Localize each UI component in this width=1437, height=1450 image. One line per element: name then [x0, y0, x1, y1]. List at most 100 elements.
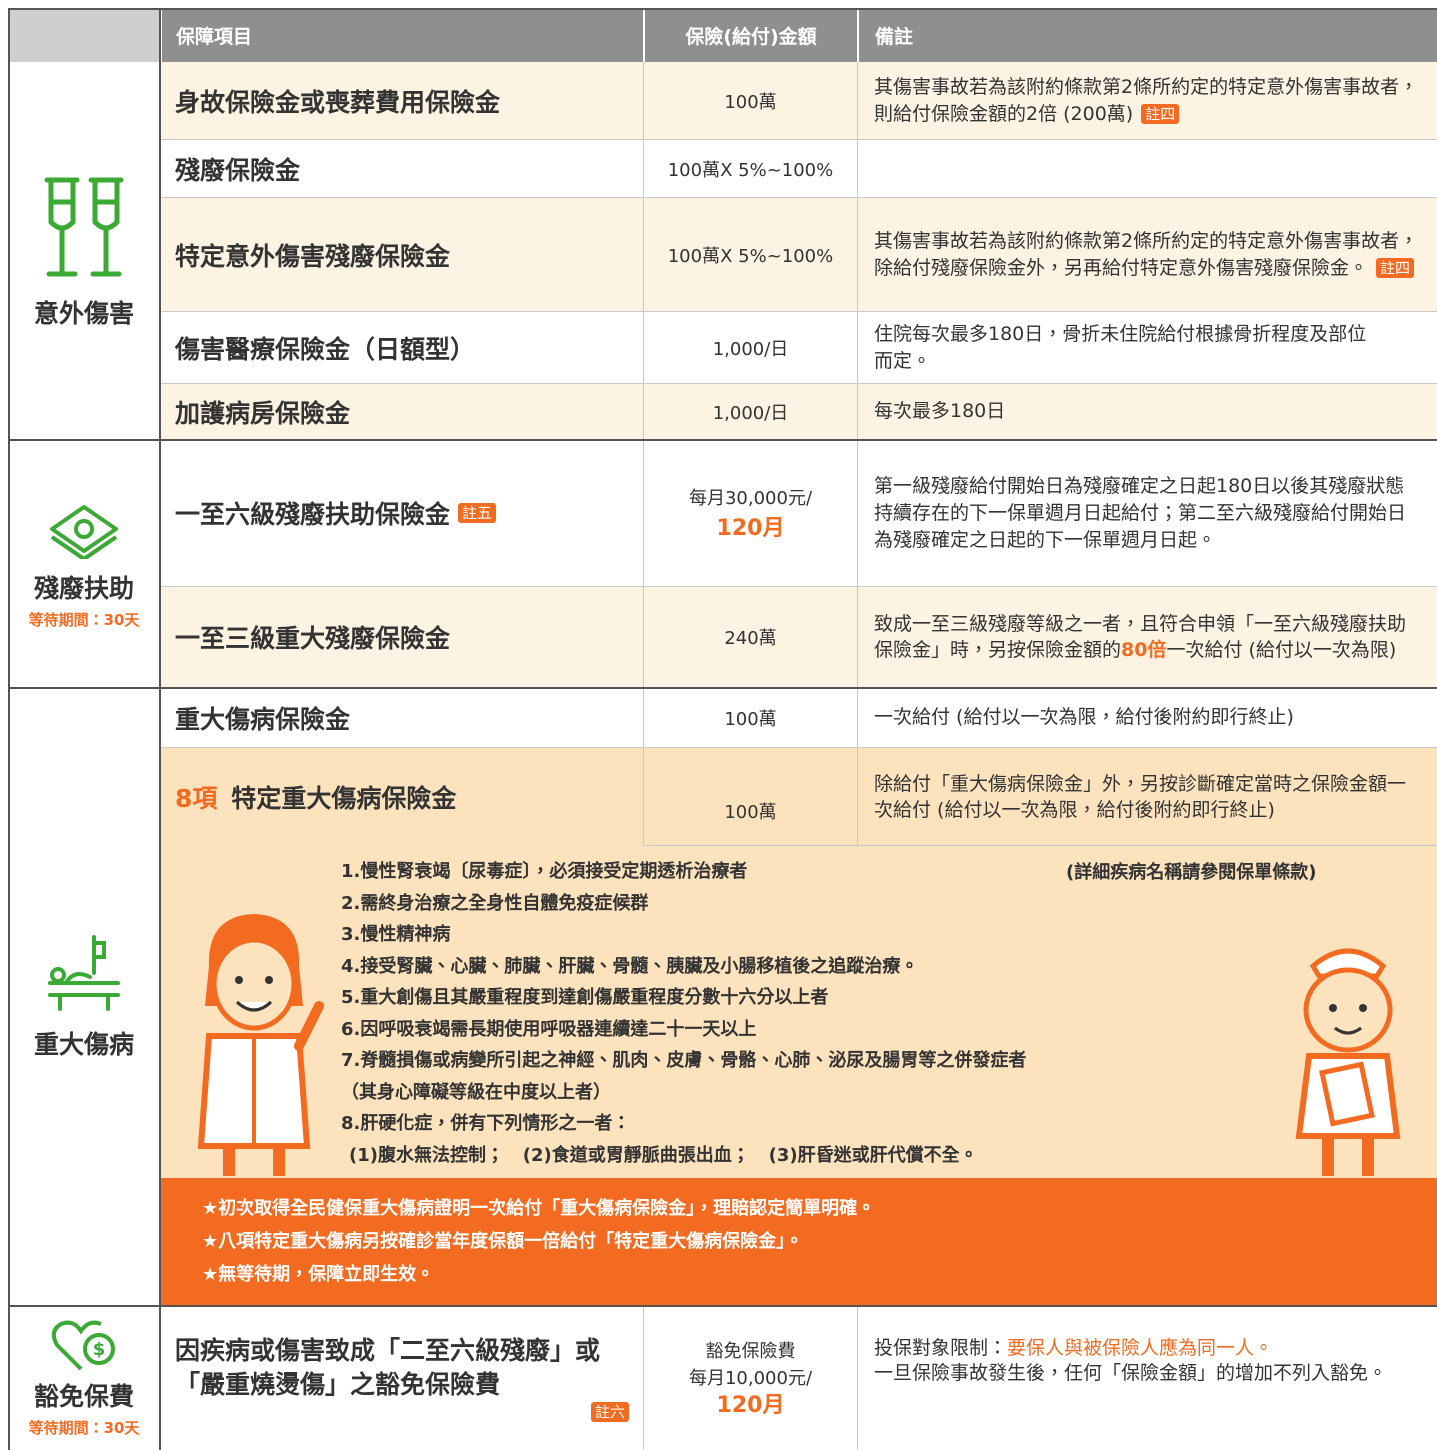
highlight-band: ★初次取得全民健保重大傷病證明一次給付「重大傷病保險金」，理賠認定簡單明確。 ★…	[160, 1178, 1437, 1306]
amount: 240萬	[643, 587, 857, 688]
disease-item: （其身心障礙等級在中度以上者）	[341, 1081, 611, 1103]
disease-list: 1.慢性腎衰竭〔尿毒症〕，必須接受定期透析治療者 2.需終身治療之全身性自體免疫…	[341, 856, 1026, 1171]
disease-panel: 1.慢性腎衰竭〔尿毒症〕，必須接受定期透析治療者 2.需終身治療之全身性自體免疫…	[160, 846, 1437, 1178]
item: 特定意外傷害殘廢保險金	[160, 198, 643, 312]
amount: 100萬X 5%~100%	[643, 140, 857, 198]
amount-emphasis: 120月	[716, 516, 785, 541]
rule	[159, 8, 161, 1450]
remark	[857, 140, 1437, 198]
item: 重大傷病保險金	[160, 688, 643, 748]
remark-emphasis: 要保人與被保險人應為同一人。	[1007, 1337, 1274, 1359]
disease-item: 8.肝硬化症，併有下列情形之一者：	[341, 1113, 631, 1134]
remark: 每次最多180日	[857, 384, 1437, 440]
amount-text: 每月10,000元/	[688, 1367, 813, 1389]
item-text: 加護病房保險金	[175, 398, 351, 428]
category-name: 意外傷害	[33, 299, 134, 328]
remark-text: 第一級殘廢給付開始日為殘廢確定之日起180日以後其殘廢狀態持續存在的下一保單週月…	[874, 474, 1407, 551]
remark: 除給付「重大傷病保險金」外，另按診斷確定當時之保險金額一次給付 (給付以一次為限…	[857, 748, 1437, 846]
category: 重大傷病	[8, 688, 160, 1306]
amount: 100萬X 5%~100%	[643, 198, 857, 312]
remark-text: 住院每次最多180日，骨折未住院給付根據骨折程度及部位而定。	[874, 322, 1367, 372]
amount: 100萬	[643, 748, 857, 846]
bed-icon	[48, 935, 120, 1011]
amount: 1,000/日	[643, 384, 857, 440]
remark: 投保對象限制：要保人與被保險人應為同一人。 一旦保險事故發生後，任何「保險金額」的…	[857, 1306, 1437, 1450]
disease-sub-items: (1)腹水無法控制； (2)食道或胃靜脈曲張出血； (3)肝昏迷或肝代償不全。	[341, 1140, 1026, 1172]
remark-text: 致成一至三級殘廢等級之一者，且符合申領「一至六級殘廢扶助保險金」時，另按保險金額…	[874, 613, 1407, 661]
amount-text: 240萬	[724, 628, 777, 649]
remark-text: 一次給付 (給付以一次為限)	[1166, 639, 1397, 661]
disease-sub-item: (2)食道或胃靜脈曲張出血；	[522, 1144, 750, 1166]
svg-text:$: $	[93, 1339, 106, 1360]
remark: 致成一至三級殘廢等級之一者，且符合申領「一至六級殘廢扶助保險金」時，另按保險金額…	[857, 587, 1437, 688]
disease-item: 2.需終身治療之全身性自體免疫症候群	[341, 892, 649, 914]
item-text: 殘廢保險金	[175, 155, 301, 185]
amount-text: 100萬	[724, 801, 777, 823]
item-text: 重大傷病保險金	[175, 704, 351, 734]
category: 殘廢扶助 等待期間：30天	[8, 440, 160, 688]
item: 加護病房保險金	[160, 384, 643, 440]
rule	[8, 687, 1437, 689]
disease-item: 7.脊髓損傷或病變所引起之神經、肌肉、皮膚、骨骼、心肺、泌尿及腸胃等之併發症者	[341, 1050, 1027, 1071]
amount-text: 1,000/日	[712, 338, 789, 360]
amount-text: 1,000/日	[712, 402, 789, 424]
remark-text: 除給付「重大傷病保險金」外，另按診斷確定當時之保險金額一次給付 (給付以一次為限…	[874, 772, 1407, 821]
item: 殘廢保險金	[160, 140, 643, 198]
category-name: 殘廢扶助	[33, 573, 134, 603]
item: 8項 特定重大傷病保險金	[160, 748, 643, 846]
doctor-illustration	[197, 914, 324, 1176]
nurse-illustration	[1295, 948, 1401, 1176]
item: 一至六級殘廢扶助保險金 註五	[160, 440, 643, 587]
rule	[8, 8, 10, 1450]
list-note: (詳細疾病名稱請參閱保單條款)	[1066, 862, 1317, 883]
amount-text: 每月30,000元/	[688, 488, 813, 509]
note-tag: 註四	[1141, 104, 1180, 124]
item-text: 因疾病或傷害致成「二至六級殘廢」或「嚴重燒燙傷」之豁免保險費	[175, 1336, 601, 1399]
header-cell: 備註	[857, 8, 1437, 62]
amount: 100萬	[643, 688, 857, 748]
remark-text: 每次最多180日	[874, 400, 1006, 422]
note-tag: 註六	[590, 1402, 629, 1422]
amount: 1,000/日	[643, 312, 857, 384]
disease-item: 5.重大創傷且其嚴重程度到達創傷嚴重程度分數十六分以上者	[341, 987, 829, 1008]
remark: 其傷害事故若為該附約條款第2條所約定的特定意外傷害事故者，除給付殘廢保險金外，另…	[857, 198, 1437, 312]
remark: 一次給付 (給付以一次為限，給付後附約即行終止)	[857, 688, 1437, 748]
rule	[8, 8, 1437, 10]
header-corner	[8, 8, 160, 62]
note-tag: 註五	[458, 503, 497, 523]
item: 一至三級重大殘廢保險金	[160, 587, 643, 688]
remark-text: 其傷害事故若為該附約條款第2條所約定的特定意外傷害事故者，除給付殘廢保險金外，另…	[874, 229, 1419, 279]
waiting-period: 等待期間：30天	[28, 1418, 140, 1437]
disease-sub-item: (1)腹水無法控制；	[349, 1144, 504, 1166]
item: 因疾病或傷害致成「二至六級殘廢」或「嚴重燒燙傷」之豁免保險費註六	[160, 1306, 643, 1450]
remark: 住院每次最多180日，骨折未住院給付根據骨折程度及部位而定。	[857, 312, 1437, 384]
heart-icon: $	[51, 1320, 115, 1370]
item-text: 一至三級重大殘廢保險金	[175, 624, 451, 653]
remark: 其傷害事故若為該附約條款第2條所約定的特定意外傷害事故者，則給付保險金額的2倍 …	[857, 62, 1437, 140]
waiting-period: 等待期間：30天	[28, 610, 140, 629]
item-emphasis: 8項	[175, 784, 218, 813]
note-tag: 註四	[1376, 258, 1415, 278]
disease-item: 3.慢性精神病	[341, 924, 451, 945]
remark-text: 一次給付 (給付以一次為限，給付後附約即行終止)	[874, 706, 1294, 728]
amount-text: 100萬X 5%~100%	[667, 245, 834, 267]
amount: 每月30,000元/120月	[643, 440, 857, 587]
remark-text: 一旦保險事故發生後，任何「保險金額」的增加不列入豁免。	[874, 1362, 1388, 1384]
header-cell: 保險(給付)金額	[643, 8, 857, 62]
item-text: 身故保險金或喪葬費用保險金	[175, 87, 501, 117]
item-text: 特定意外傷害殘廢保險金	[175, 241, 451, 271]
amount: 豁免保險費 每月10,000元/120月	[643, 1306, 857, 1450]
amount: 100萬	[643, 62, 857, 140]
remark: 第一級殘廢給付開始日為殘廢確定之日起180日以後其殘廢狀態持續存在的下一保單週月…	[857, 440, 1437, 587]
header-cell: 保障項目	[160, 8, 643, 62]
disease-sub-item: (3)肝昏迷或肝代償不全。	[768, 1144, 978, 1166]
item-text: 傷害醫療保險金（日額型）	[175, 334, 476, 364]
highlight: ★八項特定重大傷病另按確診當年度保額一倍給付「特定重大傷病保險金」。	[202, 1231, 804, 1252]
amount-text: 100萬	[724, 708, 777, 730]
item-text: 一至六級殘廢扶助保險金	[175, 500, 451, 529]
crutch-icon	[44, 177, 124, 277]
category-name: 豁免保費	[33, 1381, 134, 1411]
amount-text: 100萬X 5%~100%	[667, 159, 834, 181]
rule	[8, 1305, 1437, 1307]
